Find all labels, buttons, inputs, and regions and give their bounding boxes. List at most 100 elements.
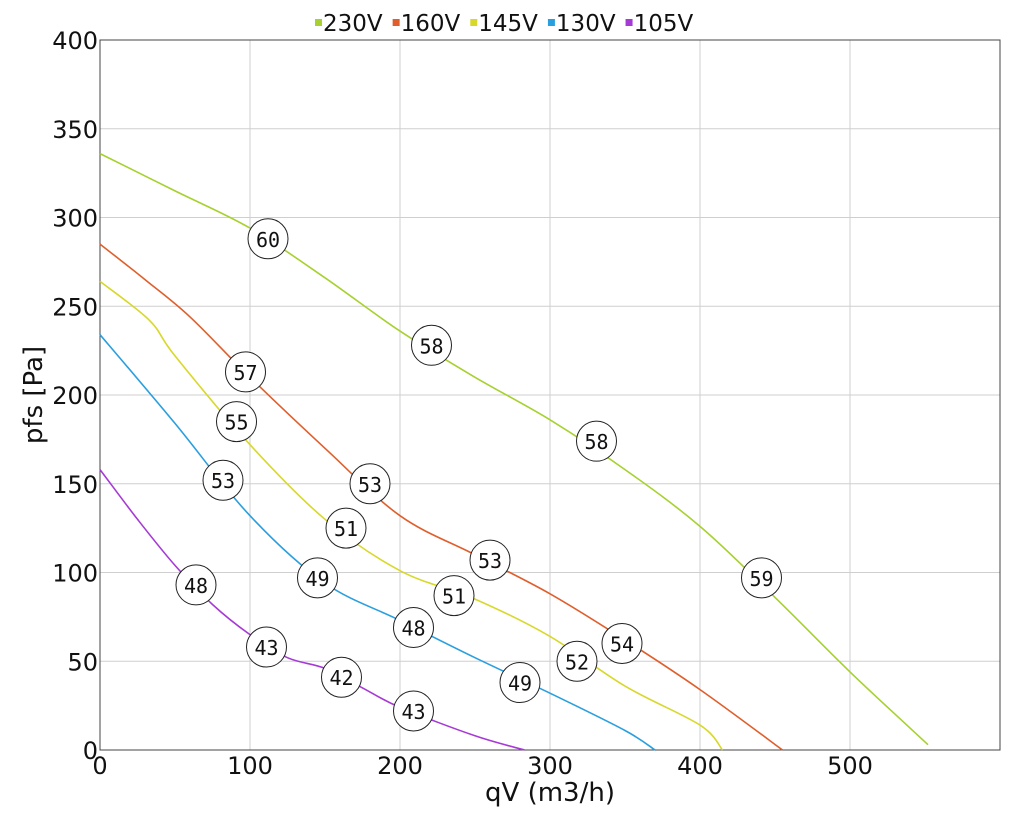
marker-circle — [393, 690, 434, 732]
marker-145v: 51 — [325, 507, 367, 549]
marker-160v: 53 — [349, 463, 391, 505]
marker-160v: 54 — [601, 623, 643, 664]
legend-swatch — [392, 19, 400, 26]
y-tick-label: 50 — [67, 648, 98, 676]
x-tick-label: 400 — [677, 752, 723, 780]
grid — [99, 39, 1001, 751]
legend-item-230v: 230V — [315, 11, 383, 37]
legend: 230V 160V 145V 130V 105V — [315, 11, 693, 37]
marker-130v: 49 — [499, 662, 541, 704]
x-tick-label: 300 — [527, 752, 573, 780]
marker-label: 53 — [358, 473, 382, 497]
marker-130v: 49 — [297, 557, 338, 599]
marker-label: 52 — [565, 650, 589, 674]
marker-circle — [576, 420, 617, 462]
series-line-230v — [99, 152, 929, 746]
marker-label: 59 — [749, 567, 773, 591]
marker-105v: 48 — [175, 564, 217, 606]
marker-160v: 57 — [225, 351, 266, 393]
legend-label: 230V — [323, 11, 383, 37]
x-tick-label: 0 — [92, 752, 107, 780]
marker-label: 49 — [305, 567, 329, 591]
marker-circle — [469, 539, 511, 581]
marker-label: 51 — [334, 517, 358, 541]
marker-230v: 58 — [576, 420, 617, 462]
marker-label: 42 — [329, 666, 353, 690]
marker-circle — [601, 623, 643, 664]
legend-label: 160V — [401, 11, 461, 37]
y-tick-label: 150 — [52, 471, 98, 499]
plot-frame — [99, 39, 1001, 751]
marker-label: 58 — [584, 430, 608, 454]
marker-230v: 60 — [247, 218, 289, 260]
marker-145v: 55 — [216, 401, 257, 443]
y-tick-label: 350 — [52, 116, 98, 144]
y-tick-label: 100 — [52, 560, 98, 588]
marker-label: 54 — [610, 633, 634, 657]
legend-item-105v: 105V — [625, 11, 694, 37]
marker-circle — [321, 656, 362, 698]
marker-label: 43 — [401, 700, 425, 724]
x-axis-title: qV (m3/h) — [485, 778, 615, 808]
series-line-145v — [99, 280, 724, 751]
marker-circle — [202, 459, 244, 501]
tick-labels: 0 100 200 300 400 500 0 50 100 150 200 250 300 350 400 — [52, 27, 873, 780]
x-tick-label: 100 — [227, 752, 273, 780]
x-tick-label: 500 — [827, 752, 873, 780]
y-tick-label: 250 — [52, 293, 98, 321]
marker-circle — [411, 324, 452, 366]
marker-145v: 52 — [556, 640, 598, 682]
x-tick-label: 200 — [377, 752, 423, 780]
legend-label: 145V — [478, 11, 538, 37]
marker-circle — [246, 626, 287, 668]
series-lines — [99, 152, 929, 751]
marker-circle — [349, 463, 391, 505]
y-axis-title: pfs [Pa] — [19, 346, 49, 444]
marker-160v: 53 — [469, 539, 511, 581]
legend-item-145v: 145V — [470, 11, 538, 37]
marker-circle — [556, 640, 598, 682]
marker-130v: 48 — [393, 607, 434, 649]
marker-label: 53 — [478, 549, 502, 573]
legend-label: 105V — [634, 11, 694, 37]
marker-label: 48 — [401, 617, 425, 641]
marker-circle — [247, 218, 289, 260]
marker-circle — [325, 507, 367, 549]
marker-circle — [175, 564, 217, 606]
legend-item-160v: 160V — [392, 11, 461, 37]
marker-label: 48 — [184, 574, 208, 598]
marker-230v: 58 — [411, 324, 452, 366]
marker-label: 58 — [419, 334, 443, 358]
legend-swatch — [625, 19, 633, 26]
marker-105v: 43 — [246, 626, 287, 668]
marker-circle — [393, 607, 434, 649]
marker-label: 57 — [233, 361, 257, 385]
marker-circle — [741, 557, 782, 599]
marker-circle — [297, 557, 338, 599]
y-tick-label: 200 — [52, 382, 98, 410]
sound-level-markers: 60 58 58 59 57 53 53 54 55 51 51 52 53 49 48 49 48 43 42 43 — [175, 218, 782, 732]
legend-swatch — [470, 19, 478, 26]
series-line-160v — [99, 243, 783, 751]
y-tick-label: 400 — [52, 27, 98, 55]
legend-swatch — [315, 19, 322, 26]
marker-130v: 53 — [202, 459, 244, 501]
marker-145v: 51 — [433, 575, 475, 617]
series-line-130v — [99, 334, 656, 751]
marker-230v: 59 — [741, 557, 782, 599]
marker-circle — [499, 662, 541, 704]
y-tick-label: 300 — [52, 205, 98, 233]
marker-circle — [216, 401, 257, 443]
legend-swatch — [547, 19, 555, 26]
marker-105v: 42 — [321, 656, 362, 698]
marker-circle — [225, 351, 266, 393]
legend-item-130v: 130V — [547, 11, 616, 37]
marker-circle — [433, 575, 475, 617]
marker-label: 43 — [254, 636, 278, 660]
marker-105v: 43 — [393, 690, 434, 732]
marker-label: 60 — [256, 228, 280, 252]
marker-label: 55 — [224, 411, 248, 435]
marker-label: 51 — [442, 585, 466, 609]
marker-label: 49 — [508, 672, 532, 696]
